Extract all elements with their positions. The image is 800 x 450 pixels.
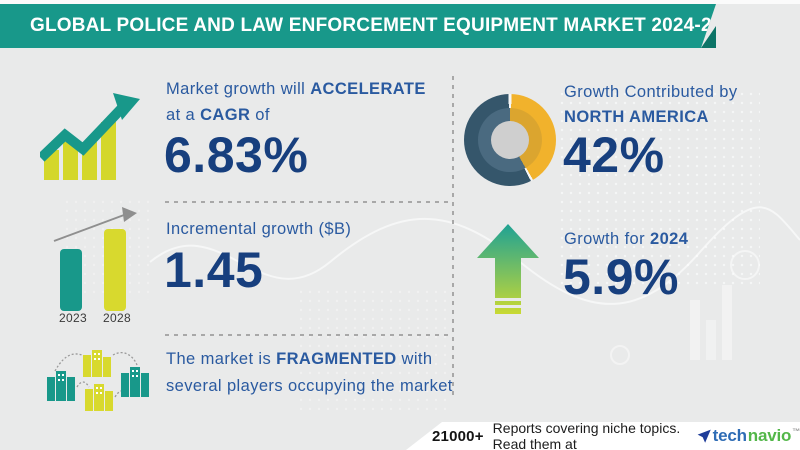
accelerate-keyword: ACCELERATE <box>310 80 426 98</box>
growth-trend-icon <box>40 93 140 180</box>
growth-2024-year: 2024 <box>650 230 689 248</box>
cagr-statement: Market growth will ACCELERATE at a CAGR … <box>166 76 458 128</box>
horizontal-dashed-divider-2 <box>165 334 448 336</box>
north-america-region: NORTH AMERICA <box>564 108 709 126</box>
cagr-statement-line1: Market growth will ACCELERATE <box>166 80 426 98</box>
cagr-keyword: CAGR <box>200 106 251 124</box>
reports-count: 21000+ <box>432 427 484 445</box>
growth-2024-label: Growth for 2024 <box>564 230 689 248</box>
north-america-value: 42% <box>563 127 665 183</box>
horizontal-dashed-divider-1 <box>165 201 448 203</box>
donut-hole <box>491 121 529 159</box>
incremental-growth-value: 1.45 <box>164 242 264 298</box>
north-america-label: Growth Contributed by NORTH AMERICA <box>564 80 737 130</box>
cagr-value: 6.83% <box>164 127 309 183</box>
footer-message: Reports covering niche topics. Read them… <box>492 420 681 450</box>
bar-growth-icon <box>53 207 137 311</box>
footer-bar: 21000+ Reports covering niche topics. Re… <box>406 420 800 450</box>
page-title: GLOBAL POLICE AND LAW ENFORCEMENT EQUIPM… <box>30 15 745 36</box>
logo-trademark: ™ <box>792 427 800 436</box>
header-ribbon: GLOBAL POLICE AND LAW ENFORCEMENT EQUIPM… <box>0 4 716 48</box>
cagr-statement-line2: at a CAGR of <box>166 106 270 124</box>
incremental-growth-label: Incremental growth ($B) <box>166 220 352 238</box>
fragmented-keyword: FRAGMENTED <box>276 350 397 368</box>
donut-chart-icon <box>464 94 556 186</box>
technavio-logo: tech navio ™ <box>697 426 800 446</box>
logo-navio-text: navio <box>747 426 792 445</box>
logo-tech-text: tech <box>712 426 747 445</box>
bar-year-end-label: 2028 <box>103 311 131 325</box>
fragmented-market-icon <box>47 350 149 411</box>
fragmented-statement: The market is FRAGMENTED with several pl… <box>166 350 453 395</box>
vertical-dashed-divider <box>452 76 454 398</box>
up-arrow-icon <box>477 224 539 314</box>
top-edge-strip <box>0 0 800 4</box>
technavio-arrow-icon <box>697 429 711 443</box>
growth-2024-value: 5.9% <box>563 249 679 305</box>
bar-year-start-label: 2023 <box>59 311 87 325</box>
